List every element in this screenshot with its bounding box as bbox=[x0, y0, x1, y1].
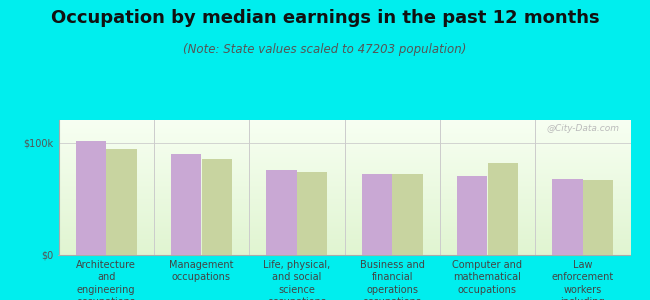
Text: @City-Data.com: @City-Data.com bbox=[546, 124, 619, 133]
Bar bbox=[171, 154, 202, 255]
Bar bbox=[75, 141, 106, 255]
Bar bbox=[297, 172, 328, 255]
Bar bbox=[266, 169, 297, 255]
Bar bbox=[392, 174, 422, 255]
Bar bbox=[552, 178, 583, 255]
Bar bbox=[106, 149, 136, 255]
Bar bbox=[457, 176, 488, 255]
Text: (Note: State values scaled to 47203 population): (Note: State values scaled to 47203 popu… bbox=[183, 44, 467, 56]
Text: Occupation by median earnings in the past 12 months: Occupation by median earnings in the pas… bbox=[51, 9, 599, 27]
Bar bbox=[488, 163, 518, 255]
Bar bbox=[361, 174, 392, 255]
Bar bbox=[202, 159, 232, 255]
Bar bbox=[583, 180, 614, 255]
